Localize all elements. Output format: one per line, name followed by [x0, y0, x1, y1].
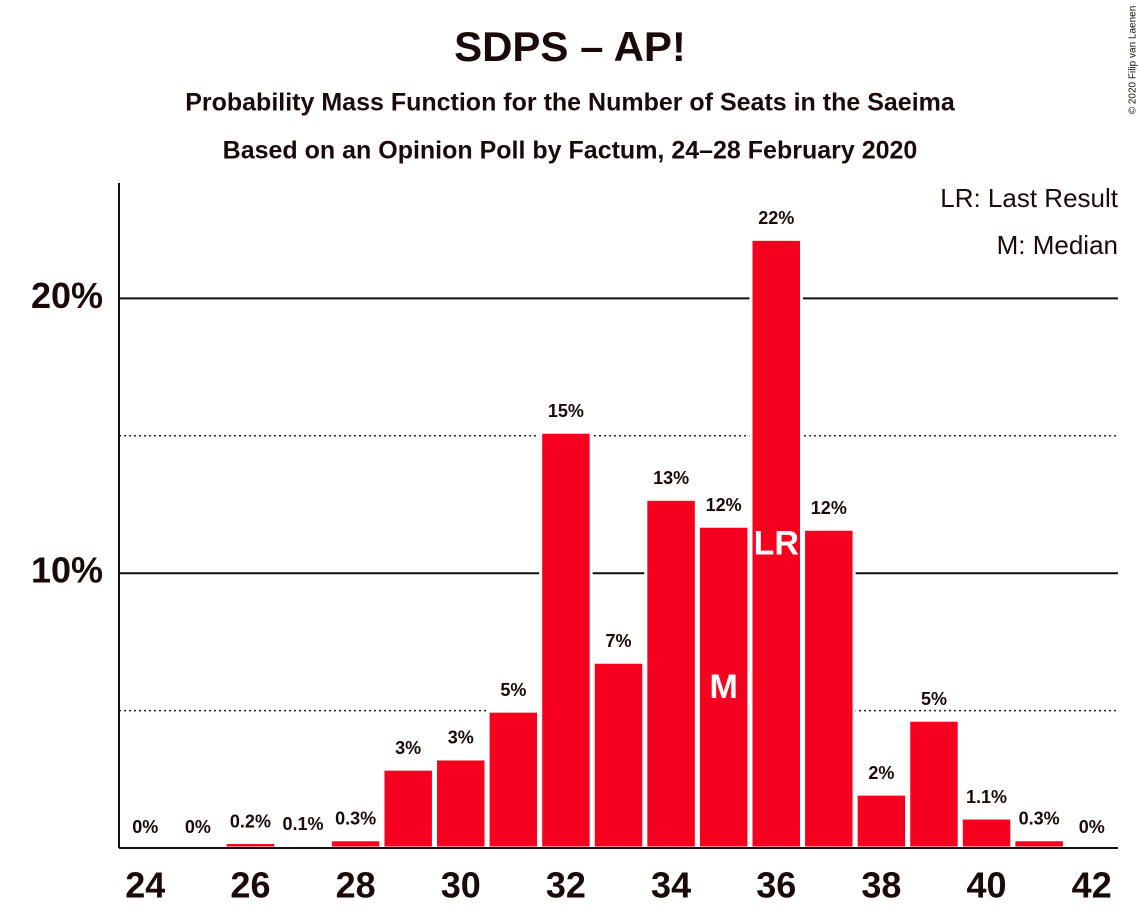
x-tick-label: 36 — [756, 865, 796, 906]
value-label: 0% — [132, 817, 158, 837]
value-label: 2% — [868, 763, 894, 783]
bar — [907, 718, 961, 850]
x-tick-label: 32 — [546, 865, 586, 906]
x-tick-label: 38 — [861, 865, 901, 906]
x-tick-label: 34 — [651, 865, 691, 906]
y-tick-label: 10% — [31, 550, 103, 591]
x-tick-label: 26 — [230, 865, 270, 906]
x-tick-label: 28 — [336, 865, 376, 906]
bar — [959, 816, 1014, 850]
value-label: 15% — [548, 401, 584, 421]
value-label: 22% — [758, 208, 794, 228]
x-tick-label: 24 — [125, 865, 165, 906]
copyright: © 2020 Filip van Laenen — [1128, 6, 1139, 115]
value-label: 0.1% — [283, 814, 324, 834]
y-tick-label: 20% — [31, 275, 103, 316]
value-label: 0.2% — [230, 811, 271, 831]
value-label: 13% — [653, 468, 689, 488]
value-label: 7% — [605, 631, 631, 651]
value-label: 1.1% — [966, 787, 1007, 807]
bar — [802, 527, 856, 850]
value-label: 12% — [706, 495, 742, 515]
bar — [591, 660, 646, 850]
bar — [328, 838, 383, 850]
value-label: 12% — [811, 498, 847, 518]
bar — [539, 430, 593, 850]
value-label: 5% — [500, 680, 526, 700]
bar — [1012, 838, 1066, 850]
bar — [434, 757, 488, 850]
legend-entry: M: Median — [997, 230, 1118, 260]
bar — [486, 709, 541, 850]
bar-marker: M — [709, 668, 737, 706]
bar — [749, 237, 803, 850]
bar — [381, 767, 435, 850]
value-label: 0% — [1079, 817, 1105, 837]
x-tick-label: 30 — [441, 865, 481, 906]
chart-subtitle: Based on an Opinion Poll by Factum, 24–2… — [223, 137, 918, 165]
value-label: 0.3% — [335, 809, 376, 829]
value-label: 3% — [395, 738, 421, 758]
legend-entry: LR: Last Result — [940, 183, 1119, 213]
bar-marker: LR — [754, 525, 799, 563]
bar — [644, 497, 698, 850]
value-label: 3% — [448, 728, 474, 748]
x-tick-label: 42 — [1072, 865, 1112, 906]
chart-title: SDPS – AP! — [454, 23, 686, 70]
value-label: 0% — [185, 817, 211, 837]
value-label: 5% — [921, 689, 947, 709]
chart-subtitle: Probability Mass Function for the Number… — [185, 89, 956, 117]
bar — [854, 792, 909, 850]
value-label: 0.3% — [1019, 809, 1060, 829]
x-tick-label: 40 — [967, 865, 1007, 906]
